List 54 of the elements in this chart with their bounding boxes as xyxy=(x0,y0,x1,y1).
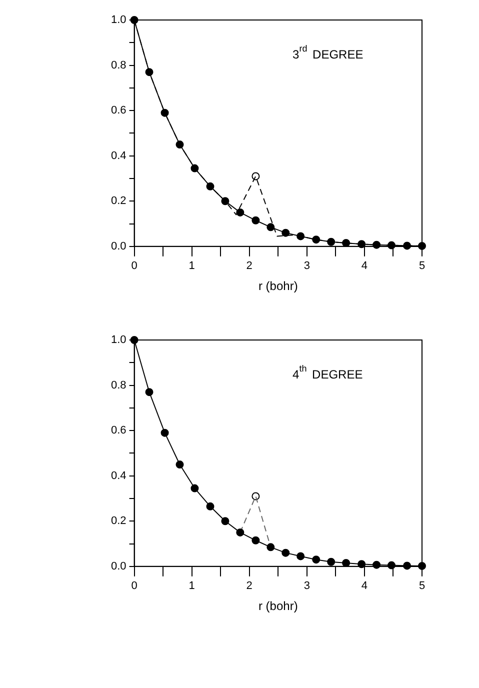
x-tick-label: 4 xyxy=(361,260,368,272)
point xyxy=(221,517,230,526)
point xyxy=(206,502,214,510)
y-tick-label: 0.6 xyxy=(110,424,126,437)
y-tick-label: 0.0 xyxy=(110,560,126,572)
y-tick-label: 0.4 xyxy=(110,150,126,162)
x-tick-label: 1 xyxy=(188,260,195,272)
point xyxy=(160,108,169,117)
y-tick-label: 0.4 xyxy=(110,470,126,482)
y-tick-label: 1.0 xyxy=(110,14,126,26)
point xyxy=(296,232,305,240)
point xyxy=(252,536,260,544)
y-tick-label: 0.8 xyxy=(110,379,126,392)
point xyxy=(221,197,230,206)
x-tick-label: 1 xyxy=(188,580,195,592)
x-axis-title: r (bohr) xyxy=(258,599,298,614)
point xyxy=(266,543,275,552)
y-tick-label: 0.0 xyxy=(110,240,126,252)
x-tick-label: 5 xyxy=(418,260,426,272)
point xyxy=(252,172,260,180)
point xyxy=(236,208,244,216)
x-tick-label: 0 xyxy=(131,260,138,272)
point xyxy=(145,388,154,396)
point xyxy=(312,556,320,564)
point xyxy=(236,528,244,536)
point xyxy=(296,552,305,560)
y-tick-label: 0.2 xyxy=(110,195,126,208)
x-tick-label: 3 xyxy=(304,580,310,592)
x-tick-label: 2 xyxy=(246,580,252,592)
x-tick-label: 5 xyxy=(418,580,426,592)
point xyxy=(145,68,154,76)
point xyxy=(176,460,184,469)
point xyxy=(190,484,199,492)
x-tick-label: 2 xyxy=(246,260,252,272)
y-tick-label: 0.2 xyxy=(110,515,126,528)
point xyxy=(266,223,275,232)
x-axis-title: r (bohr) xyxy=(258,279,298,294)
point xyxy=(252,492,260,500)
x-tick-label: 4 xyxy=(361,580,368,592)
point xyxy=(282,228,290,237)
point xyxy=(206,182,214,190)
point xyxy=(176,140,184,149)
point xyxy=(327,238,336,246)
point xyxy=(160,428,169,437)
point xyxy=(252,216,260,224)
point xyxy=(190,164,199,172)
y-tick-label: 0.8 xyxy=(110,59,126,72)
point xyxy=(327,558,336,566)
point xyxy=(282,548,290,557)
y-tick-label: 1.0 xyxy=(110,334,126,346)
x-tick-label: 3 xyxy=(304,260,310,272)
x-tick-label: 0 xyxy=(131,580,138,592)
y-tick-label: 0.6 xyxy=(110,104,126,117)
point xyxy=(312,236,320,244)
